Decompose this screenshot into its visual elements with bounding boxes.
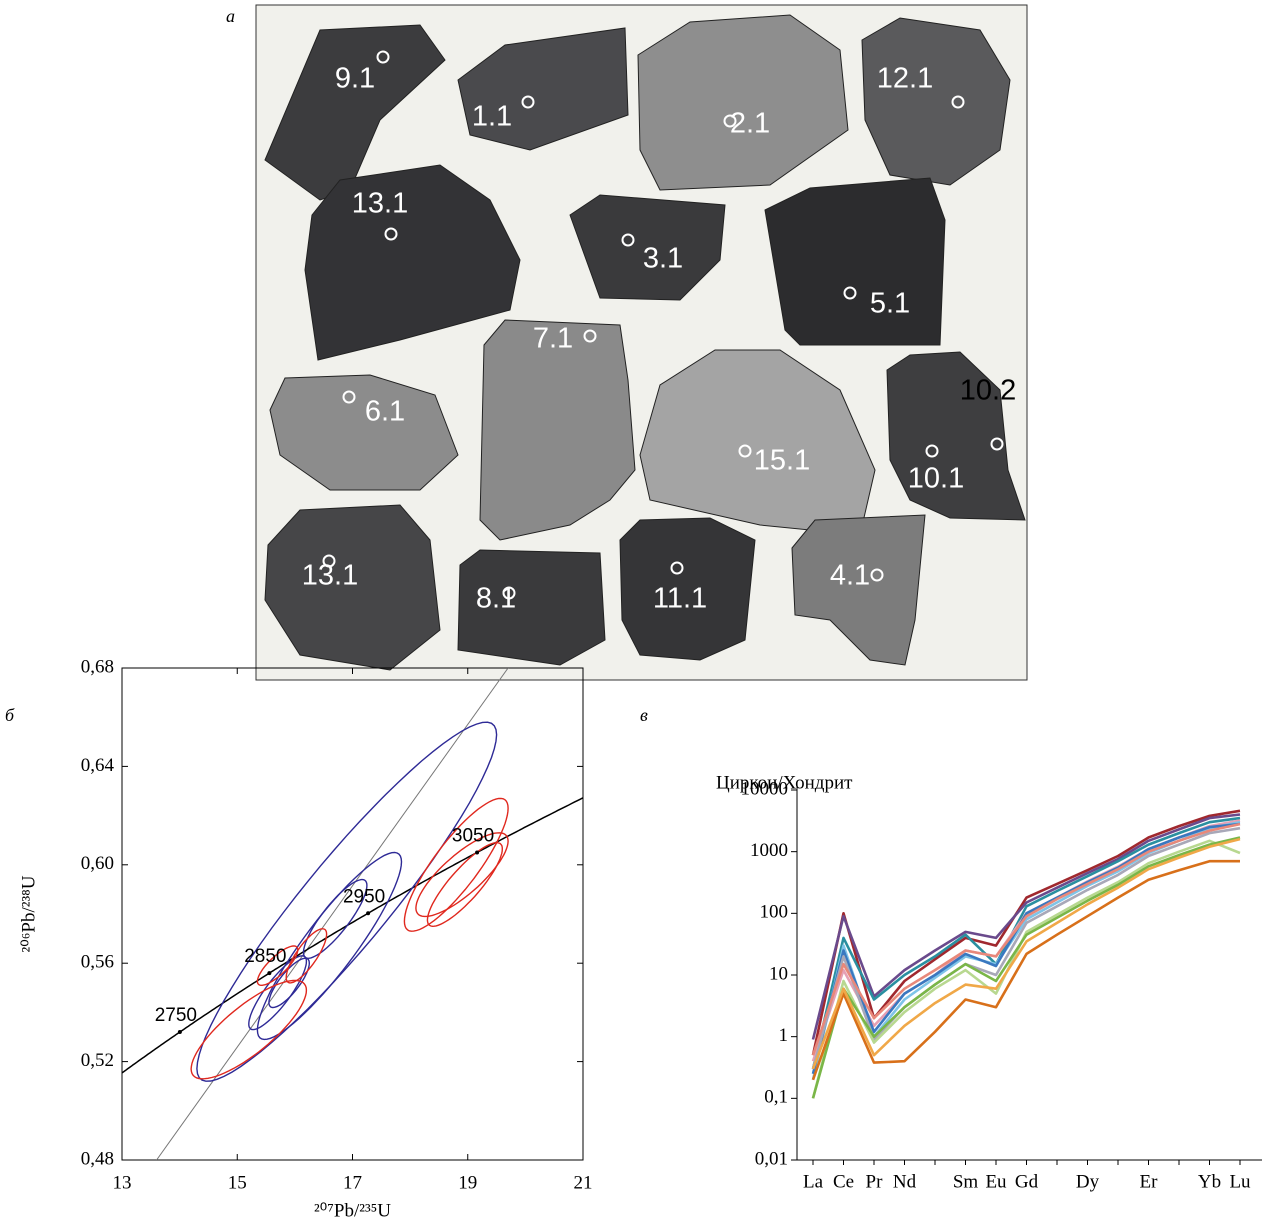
plot-frame: [122, 668, 583, 1160]
age-label: 2950: [343, 886, 385, 907]
grain-label: 13.1: [302, 560, 358, 592]
y-tick-label: 0,48: [81, 1148, 114, 1169]
age-label: 2850: [244, 946, 286, 967]
grain-label: 8.1: [476, 583, 516, 615]
x-tick-label: 17: [343, 1172, 362, 1193]
grain-label: 3.1: [643, 243, 683, 275]
grain-label: 10.1: [908, 463, 964, 495]
y-tick-label: 0,01: [755, 1148, 788, 1169]
x-tick-label: Yb: [1198, 1171, 1221, 1192]
x-tick-label: Lu: [1229, 1171, 1251, 1192]
x-axis-label: ²⁰⁷Pb/²³⁵U: [314, 1200, 391, 1221]
ree-line: [813, 815, 1240, 1040]
x-tick-label: 21: [574, 1172, 593, 1193]
panel-label: а: [226, 6, 235, 26]
y-tick-label: 0,56: [81, 952, 114, 973]
y-tick-label: 0,1: [764, 1087, 788, 1108]
x-tick-label: Gd: [1015, 1171, 1039, 1192]
x-tick-label: Pr: [866, 1171, 884, 1192]
y-tick-label: 1000: [750, 840, 788, 861]
ree-line: [813, 861, 1240, 1080]
grain-label: 13.1: [352, 188, 408, 220]
grain-label: 11.1: [653, 583, 707, 615]
y-tick-label: 10000: [741, 778, 789, 799]
x-tick-label: Nd: [893, 1171, 917, 1192]
zircon-grain: [765, 178, 945, 345]
y-tick-label: 0,60: [81, 853, 114, 874]
y-tick-label: 0,64: [81, 755, 115, 776]
y-tick-label: 1: [779, 1025, 789, 1046]
age-label: 3050: [452, 825, 494, 846]
figure: 9.1 1.1 2.1 12.1 13.1 3.1 5.1 7.1 6.1 15.1 10.1 10.…: [0, 0, 1265, 1227]
grain-label: 9.1: [335, 63, 375, 95]
y-tick-label: 10: [769, 963, 788, 984]
error-ellipse: [404, 798, 508, 931]
y-tick-label: 0,52: [81, 1050, 114, 1071]
grain-label: 7.1: [533, 323, 573, 355]
grain-label: 1.1: [472, 101, 512, 133]
x-tick-label: Sm: [953, 1171, 979, 1192]
age-tick: [475, 850, 479, 854]
grain-label: 5.1: [870, 288, 910, 320]
age-tick: [366, 911, 370, 915]
ree-line: [813, 841, 1240, 1099]
concordia-curve: [122, 798, 583, 1073]
y-axis-label: ²⁰⁶Pb/²³⁸U: [18, 875, 39, 952]
age-tick: [178, 1030, 182, 1034]
x-tick-label: Ce: [833, 1171, 854, 1192]
grain-label: 12.1: [877, 63, 933, 95]
grain-label: 10.2: [960, 375, 1016, 407]
plot-area: [122, 668, 583, 1160]
y-tick-label: 0,68: [81, 656, 114, 677]
x-tick-label: La: [803, 1171, 824, 1192]
x-tick-label: Dy: [1076, 1171, 1100, 1192]
grain-label: 15.1: [754, 445, 810, 477]
grain-label: 2.1: [730, 108, 770, 140]
x-tick-label: 19: [458, 1172, 477, 1193]
panel-label: б: [5, 705, 15, 725]
ree-line: [813, 838, 1240, 1099]
age-tick: [267, 971, 271, 975]
x-tick-label: 15: [228, 1172, 247, 1193]
grain-label: 6.1: [365, 396, 405, 428]
y-tick-label: 100: [760, 902, 789, 923]
grain-label: 4.1: [830, 560, 870, 592]
age-label: 2750: [155, 1005, 197, 1026]
x-tick-label: Er: [1140, 1171, 1159, 1192]
x-tick-label: 13: [113, 1172, 132, 1193]
panel-label: в: [640, 705, 648, 725]
x-tick-label: Eu: [985, 1171, 1007, 1192]
